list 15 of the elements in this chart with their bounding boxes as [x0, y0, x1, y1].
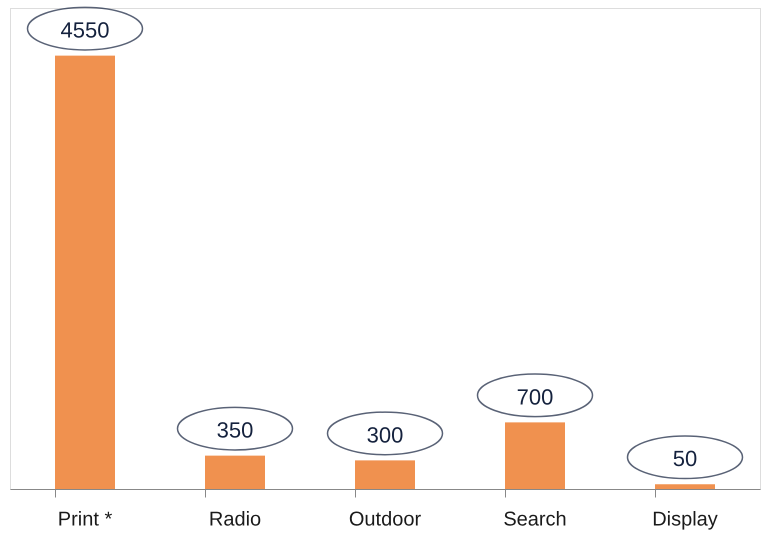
- x-tick-label: Search: [503, 508, 567, 530]
- x-tick-label: Print *: [58, 508, 112, 530]
- bar: [655, 484, 715, 489]
- bar: [505, 422, 565, 489]
- x-tick-label: Outdoor: [348, 508, 422, 530]
- data-label: 700: [516, 384, 554, 410]
- bar: [355, 460, 415, 489]
- bar: [55, 56, 115, 489]
- x-tick-label: Radio: [208, 508, 262, 530]
- data-label: 350: [216, 418, 254, 443]
- data-label: 300: [366, 422, 404, 448]
- bar: [205, 456, 265, 489]
- data-label: 50: [672, 446, 698, 472]
- x-tick-label: Display: [652, 508, 718, 530]
- data-label: 4550: [60, 18, 110, 43]
